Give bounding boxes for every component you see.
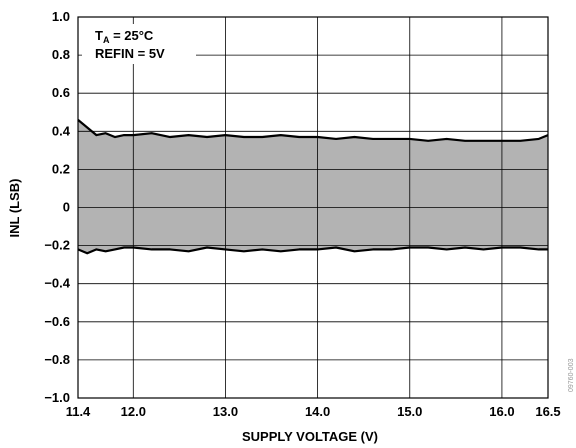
x-tick-label: 16.0 (489, 404, 514, 419)
annotation-box (82, 24, 196, 64)
series-line-lower (77, 246, 548, 255)
temperature-subscript: A (103, 35, 110, 45)
refin-annotation: REFIN = 5V (95, 46, 165, 61)
temperature-symbol: T (95, 28, 103, 43)
x-tick-labels: 11.4 12.0 13.0 14.0 15.0 16.0 16.5 (66, 404, 561, 419)
x-tick-label: 12.0 (121, 404, 146, 419)
temperature-value: = 25°C (109, 28, 153, 43)
series-line-upper (77, 119, 549, 142)
y-tick-label: −0.4 (44, 276, 70, 291)
y-tick-label: −0.6 (44, 314, 70, 329)
y-tick-label: −1.0 (44, 390, 70, 405)
y-tick-label: 1.0 (52, 9, 70, 24)
grid-lines (77, 16, 549, 399)
x-tick-label: 11.4 (66, 404, 91, 419)
x-tick-label: 16.5 (535, 404, 560, 419)
inl-band (78, 119, 548, 254)
inl-range-fill (78, 119, 548, 254)
y-tick-labels: 1.0 0.8 0.6 0.4 0.2 0 −0.2 −0.4 −0.6 −0.8 −1.0 (44, 9, 70, 405)
plot-frame (77, 16, 549, 399)
temperature-annotation: TA = 25°C (95, 28, 154, 45)
y-tick-label: 0 (63, 200, 70, 215)
y-tick-label: 0.6 (52, 85, 70, 100)
y-tick-label: 0.8 (52, 47, 70, 62)
y-tick-label: 0.2 (52, 161, 70, 176)
x-tick-label: 15.0 (397, 404, 422, 419)
inl-series-lines (77, 119, 549, 255)
y-tick-label: −0.8 (44, 352, 70, 367)
figure-code: 09760-003 (568, 358, 575, 392)
x-tick-label: 13.0 (213, 404, 238, 419)
x-axis-title: SUPPLY VOLTAGE (V) (242, 429, 378, 444)
y-tick-label: 0.4 (52, 123, 71, 138)
y-axis-title: INL (LSB) (7, 179, 22, 238)
x-tick-label: 14.0 (305, 404, 330, 419)
y-tick-label: −0.2 (44, 238, 70, 253)
